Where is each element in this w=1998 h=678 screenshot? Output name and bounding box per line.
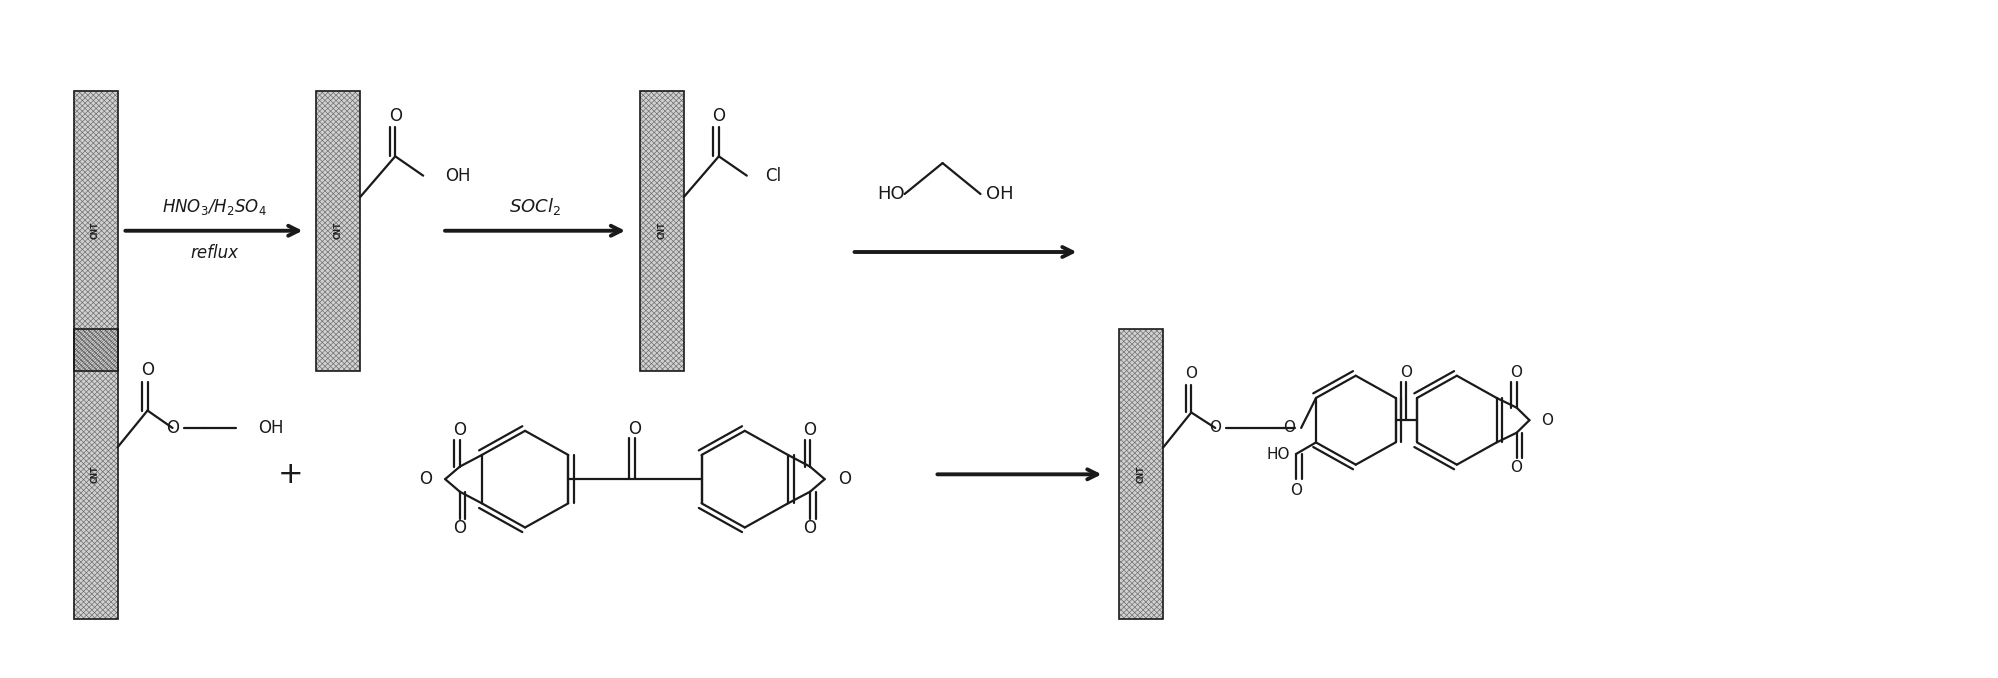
Text: O: O [1510, 365, 1522, 380]
Text: O: O [837, 470, 851, 488]
Text: HO: HO [1267, 447, 1289, 462]
Bar [1119, 330, 1163, 619]
Text: O: O [803, 421, 815, 439]
Text: O: O [1401, 365, 1413, 380]
Text: O: O [803, 519, 815, 538]
Text: O: O [627, 420, 641, 439]
Bar [639, 91, 683, 371]
Bar [1119, 330, 1163, 619]
Bar [316, 91, 360, 371]
Bar [74, 91, 118, 371]
Text: O: O [454, 421, 466, 439]
Text: reflux: reflux [190, 244, 238, 262]
Text: SOCl$_2$: SOCl$_2$ [509, 196, 561, 217]
Text: OH: OH [258, 419, 284, 437]
Text: O: O [454, 519, 466, 538]
Text: HO: HO [877, 185, 905, 203]
Text: O: O [711, 106, 725, 125]
Text: O: O [1283, 420, 1295, 435]
Text: +: + [278, 460, 304, 489]
Bar [639, 91, 683, 371]
Text: O: O [1510, 460, 1522, 475]
Text: CNT: CNT [92, 222, 100, 239]
Text: O: O [1185, 366, 1197, 381]
Bar [316, 91, 360, 371]
Text: O: O [142, 361, 154, 379]
Text: OH: OH [985, 185, 1013, 203]
Text: CNT: CNT [657, 222, 665, 239]
Text: CNT: CNT [1137, 466, 1145, 483]
Bar [74, 91, 118, 371]
Text: O: O [1540, 413, 1552, 428]
Text: O: O [1209, 420, 1221, 435]
Bar [74, 330, 118, 619]
Text: CNT: CNT [92, 466, 100, 483]
Text: O: O [388, 106, 402, 125]
Text: O: O [420, 470, 432, 488]
Text: CNT: CNT [334, 222, 342, 239]
Text: Cl: Cl [765, 167, 781, 184]
Text: HNO$_3$/H$_2$SO$_4$: HNO$_3$/H$_2$SO$_4$ [162, 197, 266, 217]
Text: OH: OH [446, 167, 470, 184]
Bar [74, 330, 118, 619]
Text: O: O [1289, 483, 1301, 498]
Text: O: O [166, 419, 180, 437]
